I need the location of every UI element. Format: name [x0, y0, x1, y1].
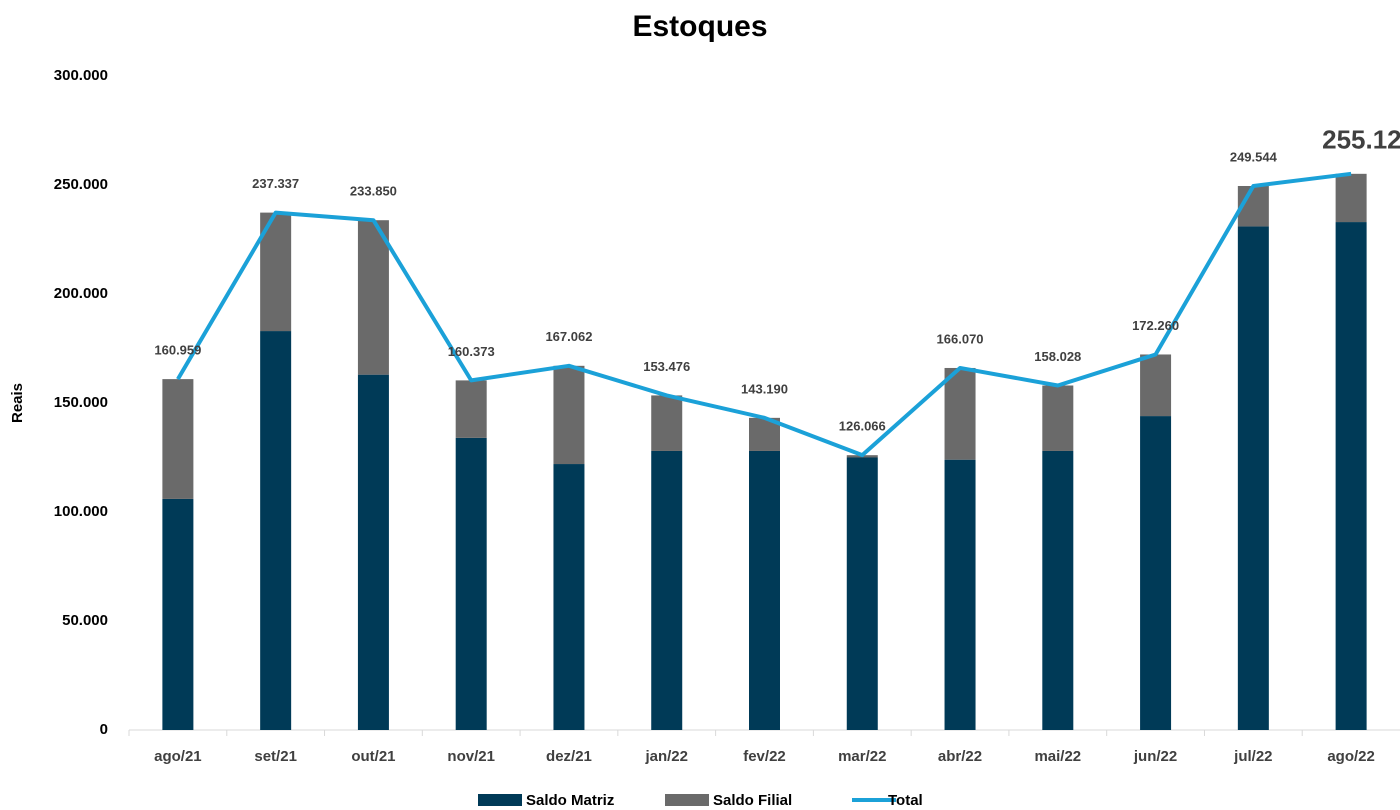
- x-tick-label: ago/22: [1327, 748, 1375, 765]
- bar: [1140, 354, 1172, 417]
- bar: [1335, 222, 1367, 730]
- bar: [455, 380, 487, 438]
- data-label: 249.544: [1230, 149, 1278, 164]
- x-tick-label: set/21: [254, 748, 297, 765]
- y-tick-label: 50.000: [62, 612, 108, 629]
- bar: [1042, 385, 1074, 451]
- x-tick-label: abr/22: [938, 748, 982, 765]
- y-tick-label: 200.000: [54, 285, 108, 302]
- x-tick-label: dez/21: [546, 748, 592, 765]
- bar: [553, 365, 585, 465]
- chart-title: Estoques: [632, 10, 767, 43]
- data-label: 166.070: [937, 331, 984, 346]
- bar: [846, 457, 878, 730]
- bar: [944, 367, 976, 460]
- data-label: 153.476: [643, 359, 690, 374]
- x-tick-label: jan/22: [644, 748, 688, 765]
- x-tick-label: mar/22: [838, 748, 886, 765]
- y-tick-label: 0: [100, 721, 108, 738]
- data-label: 237.337: [252, 176, 299, 191]
- bar: [1335, 173, 1367, 223]
- bar: [357, 220, 389, 375]
- x-tick-label: mai/22: [1034, 748, 1081, 765]
- x-tick-label: out/21: [351, 748, 395, 765]
- bar: [1140, 416, 1172, 730]
- data-label: 255.128: [1322, 125, 1400, 155]
- bar: [357, 374, 389, 730]
- data-label: 172.260: [1132, 318, 1179, 333]
- bar: [651, 395, 683, 451]
- x-tick-label: ago/21: [154, 748, 202, 765]
- x-tick-label: jun/22: [1133, 748, 1177, 765]
- bar: [944, 459, 976, 730]
- bar: [1237, 226, 1269, 731]
- data-label: 158.028: [1034, 349, 1081, 364]
- x-tick-label: nov/21: [447, 748, 495, 765]
- bar: [162, 498, 194, 730]
- bar: [162, 379, 194, 499]
- data-label: 160.959: [154, 343, 201, 358]
- data-label: 143.190: [741, 381, 788, 396]
- bar: [260, 331, 292, 730]
- data-label: 126.066: [839, 419, 886, 434]
- bar: [553, 464, 585, 730]
- x-tick-label: fev/22: [743, 748, 786, 765]
- line: [176, 171, 1352, 458]
- bar: [749, 450, 780, 730]
- legend-swatch: [478, 794, 522, 806]
- y-tick-label: 100.000: [54, 503, 108, 520]
- bar: [1042, 450, 1074, 730]
- bar: [455, 437, 487, 730]
- y-tick-label: 250.000: [54, 176, 108, 193]
- y-tick-label: 300.000: [54, 67, 108, 84]
- data-label: 233.850: [350, 184, 397, 199]
- data-label: 160.373: [448, 344, 495, 359]
- legend-label: Saldo Filial: [713, 792, 792, 809]
- legend-label: Total: [888, 792, 923, 809]
- y-axis-label: Reais: [9, 383, 26, 423]
- legend-swatch: [665, 794, 709, 806]
- x-tick-label: jul/22: [1233, 748, 1272, 765]
- legend-label: Saldo Matriz: [526, 792, 614, 809]
- y-tick-label: 150.000: [54, 394, 108, 411]
- data-label: 167.062: [545, 329, 592, 344]
- bar: [651, 450, 683, 730]
